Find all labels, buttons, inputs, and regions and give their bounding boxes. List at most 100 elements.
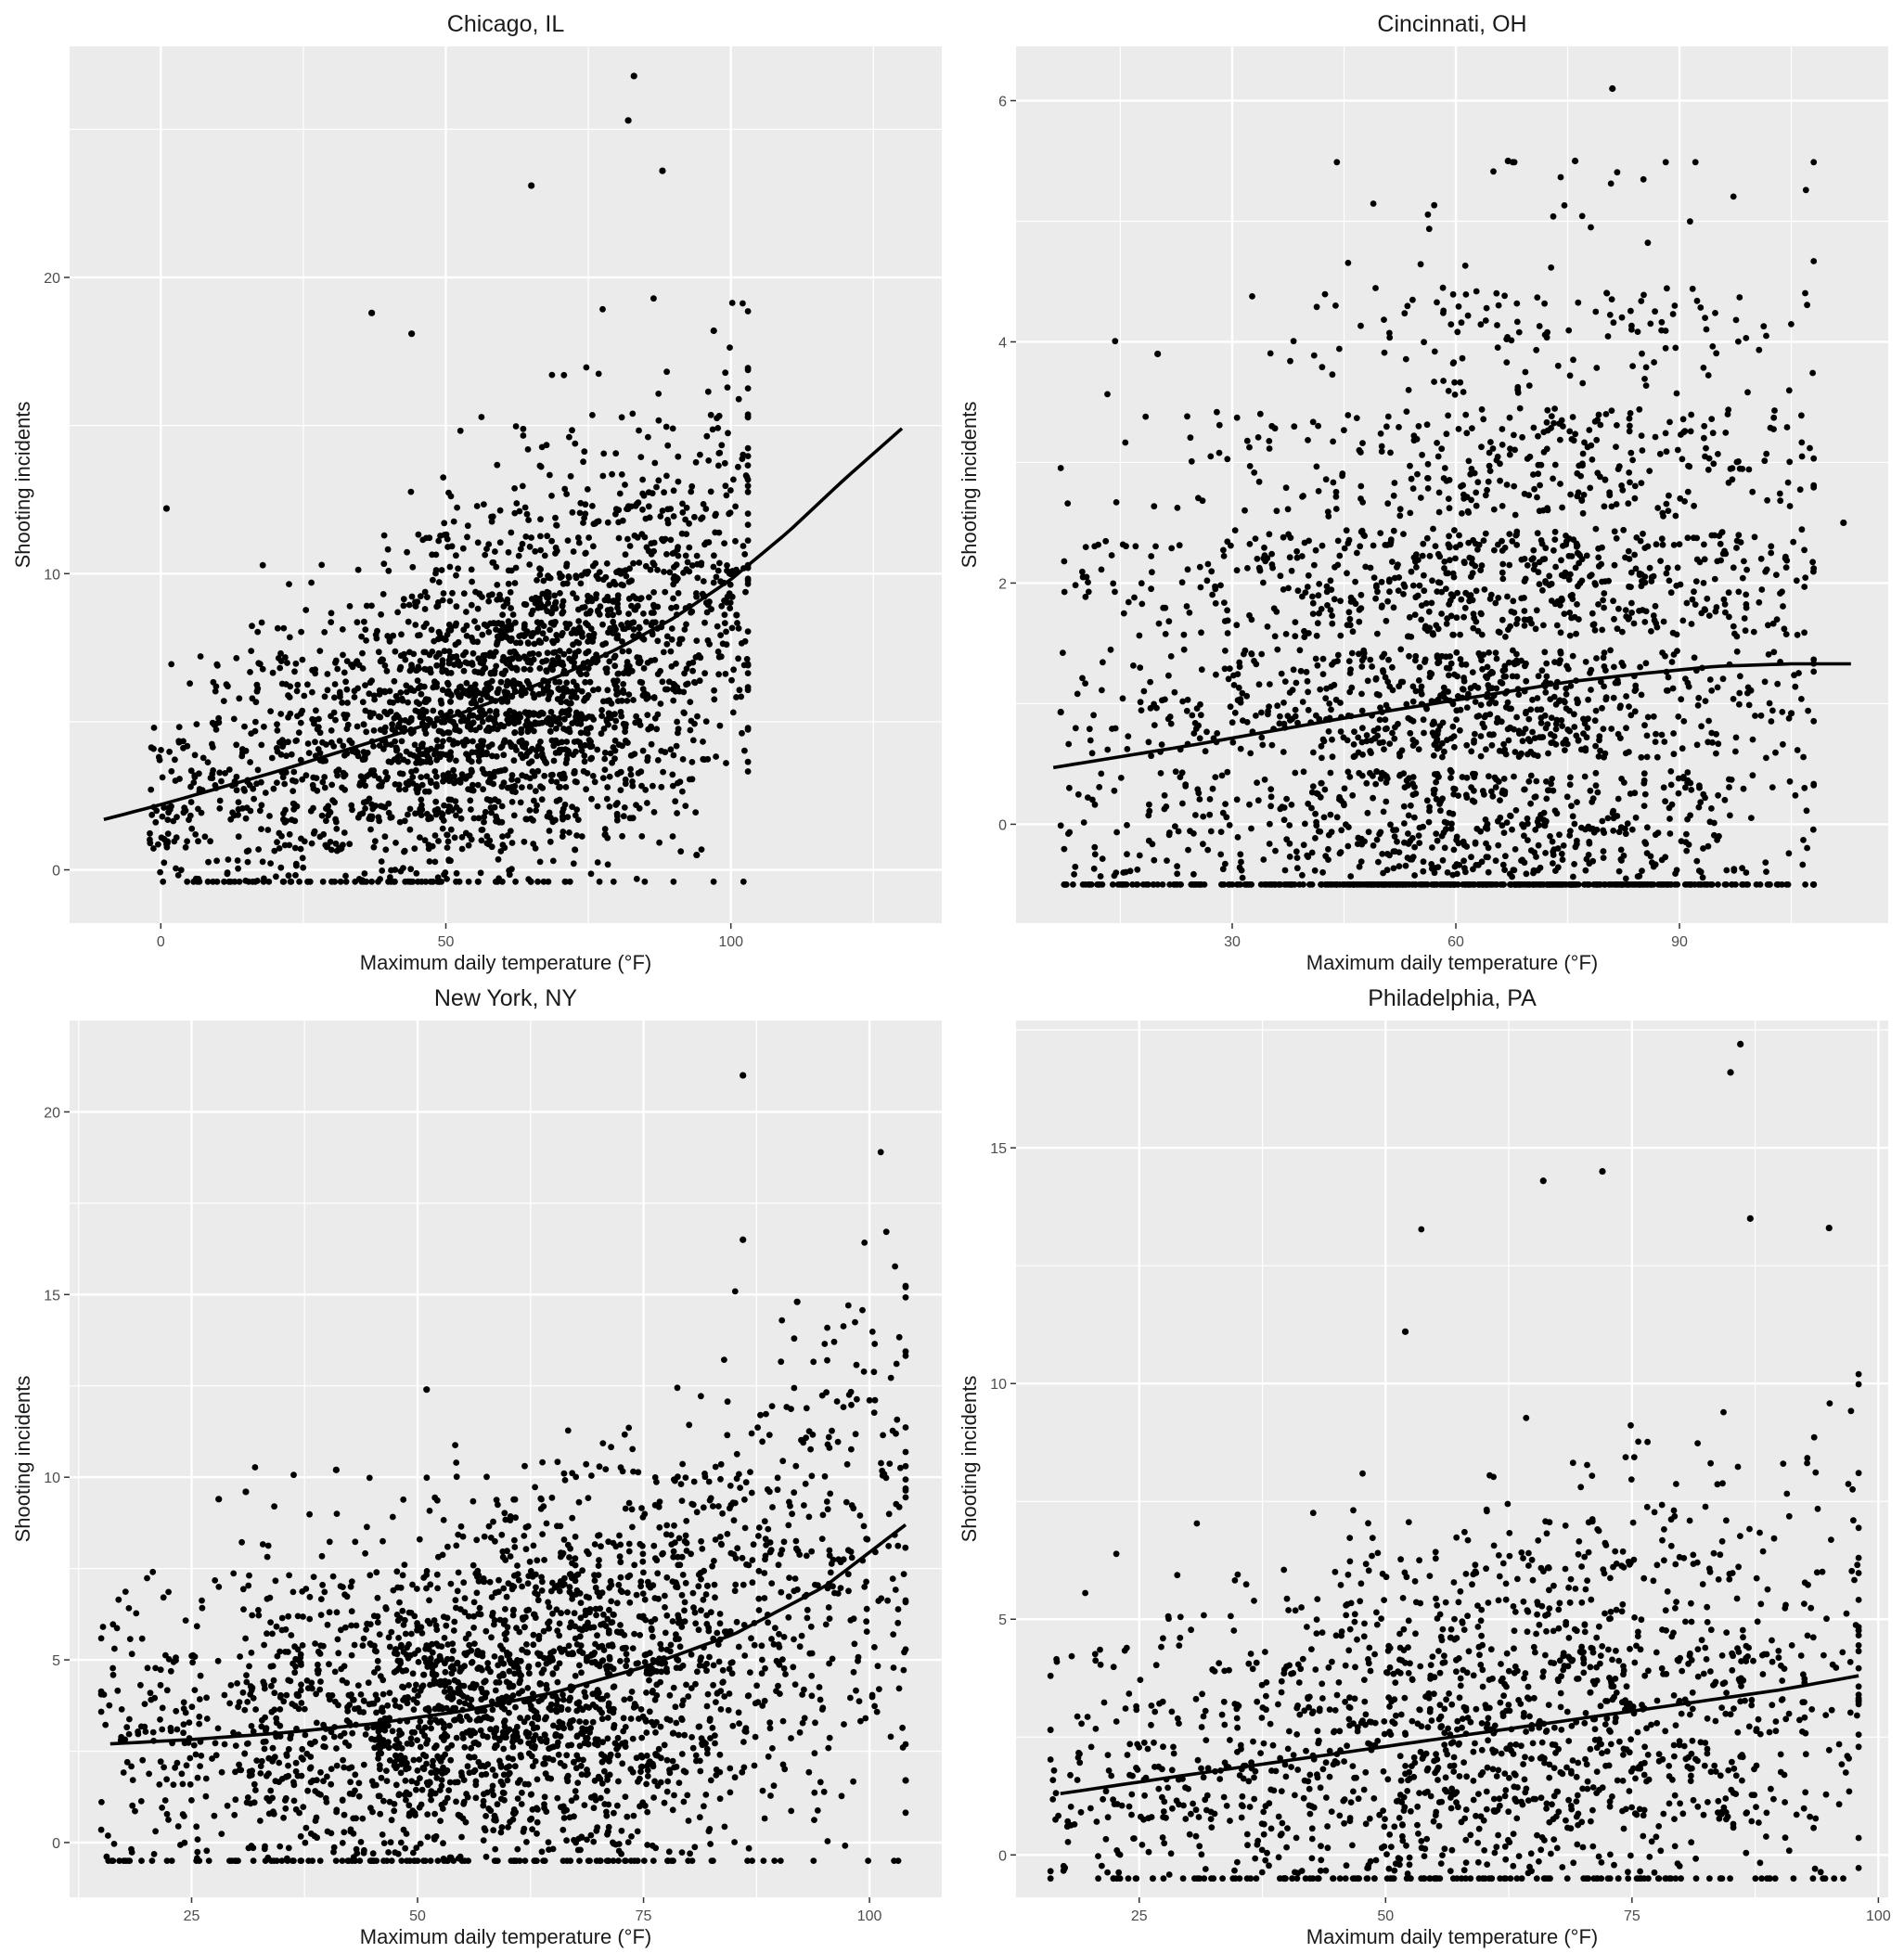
- data-point: [625, 691, 632, 698]
- data-point: [494, 753, 500, 760]
- data-point: [498, 679, 505, 686]
- data-point: [1401, 582, 1408, 588]
- data-point: [680, 756, 687, 763]
- data-point: [386, 759, 392, 765]
- data-point: [1695, 695, 1702, 701]
- data-point: [340, 626, 346, 633]
- data-point: [1386, 588, 1393, 595]
- data-point: [1174, 863, 1180, 869]
- data-point: [1749, 489, 1756, 495]
- data-point: [1408, 856, 1414, 863]
- data-point: [1440, 720, 1447, 726]
- data-point: [1758, 586, 1765, 593]
- data-point: [413, 760, 419, 766]
- data-point: [353, 750, 359, 756]
- data-point: [348, 803, 354, 809]
- data-point: [1392, 480, 1398, 486]
- data-point: [263, 790, 269, 796]
- data-point: [1452, 392, 1459, 398]
- data-point: [585, 598, 591, 605]
- data-point: [1437, 798, 1444, 804]
- data-point: [1120, 695, 1126, 701]
- data-point: [497, 508, 504, 514]
- data-point: [328, 619, 334, 625]
- data-point: [1551, 536, 1558, 543]
- data-point: [1772, 750, 1779, 756]
- data-point: [600, 775, 607, 781]
- data-point: [1627, 308, 1634, 315]
- data-point: [1805, 708, 1811, 714]
- data-point: [168, 662, 174, 668]
- data-point: [469, 635, 475, 641]
- data-point: [408, 769, 415, 776]
- data-point: [1249, 293, 1255, 300]
- data-point: [429, 551, 435, 558]
- data-point: [1200, 497, 1206, 504]
- data-point: [715, 568, 722, 574]
- data-point: [470, 782, 476, 789]
- data-point: [670, 426, 676, 432]
- data-point: [1213, 600, 1219, 607]
- data-point: [1496, 778, 1502, 785]
- data-point: [264, 827, 271, 833]
- data-point: [1471, 610, 1477, 617]
- data-point: [1450, 360, 1457, 366]
- data-point: [531, 728, 537, 735]
- data-point: [545, 600, 551, 607]
- data-point: [636, 428, 642, 434]
- data-point: [1418, 495, 1424, 501]
- data-point: [341, 829, 348, 836]
- data-point: [728, 677, 735, 684]
- data-point: [510, 714, 517, 721]
- data-point: [1324, 584, 1331, 590]
- data-point: [418, 774, 424, 780]
- data-point: [511, 757, 518, 764]
- data-point: [568, 473, 574, 480]
- data-point: [496, 592, 503, 598]
- data-point: [1429, 844, 1435, 851]
- data-point: [661, 569, 667, 575]
- data-point: [1653, 739, 1659, 745]
- data-point: [1618, 824, 1625, 830]
- data-point: [1560, 423, 1566, 430]
- data-point: [660, 678, 666, 685]
- data-point: [1544, 334, 1550, 340]
- data-point: [718, 603, 725, 610]
- data-point: [1653, 831, 1659, 838]
- data-point: [398, 631, 405, 637]
- data-point: [347, 603, 354, 610]
- data-point: [745, 670, 752, 676]
- data-point: [1489, 742, 1496, 749]
- data-point: [481, 819, 487, 826]
- data-point: [438, 879, 444, 885]
- data-point: [258, 826, 264, 832]
- data-point: [523, 774, 530, 780]
- data-point: [745, 482, 752, 489]
- data-point: [1299, 872, 1306, 879]
- data-point: [362, 805, 368, 812]
- data-point: [320, 879, 327, 885]
- data-point: [340, 652, 346, 659]
- data-point: [300, 865, 306, 871]
- data-point: [1588, 687, 1594, 693]
- data-point: [447, 564, 454, 571]
- data-point: [620, 625, 626, 632]
- data-point: [443, 869, 449, 876]
- data-point: [409, 594, 416, 600]
- data-point: [1206, 812, 1213, 818]
- data-point: [674, 719, 680, 726]
- data-point: [334, 666, 341, 673]
- data-point: [1595, 601, 1602, 608]
- data-point: [560, 662, 566, 669]
- data-point: [1473, 289, 1480, 295]
- data-point: [1735, 339, 1742, 345]
- data-point: [218, 778, 225, 785]
- data-point: [1507, 445, 1513, 452]
- data-point: [648, 724, 654, 730]
- data-point: [1646, 468, 1653, 474]
- data-point: [612, 450, 619, 456]
- data-point: [1189, 458, 1195, 465]
- data-point: [1247, 751, 1254, 757]
- data-point: [1336, 553, 1343, 559]
- data-point: [1574, 601, 1580, 608]
